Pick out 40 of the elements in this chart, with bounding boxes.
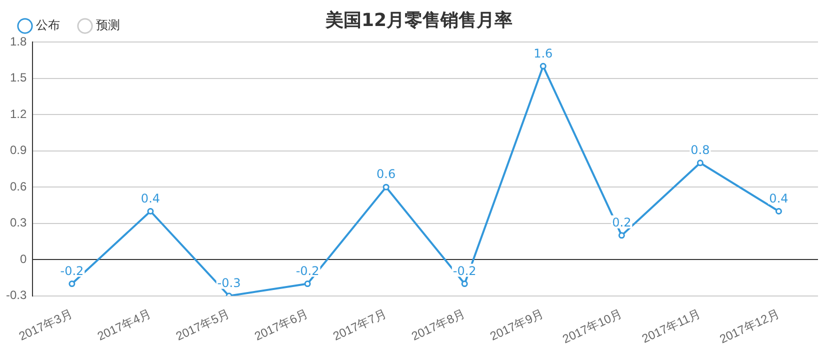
data-label: -0.2 bbox=[60, 264, 84, 278]
x-tick-label: 2017年3月 bbox=[16, 306, 75, 344]
data-label: 0.4 bbox=[140, 191, 160, 206]
point bbox=[540, 62, 546, 70]
point bbox=[618, 232, 625, 239]
x-tick-label: 2017年12月 bbox=[717, 306, 782, 346]
y-tick-label: 1.5 bbox=[10, 70, 27, 85]
data-label: -0.3 bbox=[217, 276, 241, 290]
chart-title: 美国12月零售销售月率 bbox=[325, 10, 513, 31]
x-tick-label: 2017年4月 bbox=[95, 306, 154, 344]
point bbox=[696, 160, 704, 166]
data-label: 0.4 bbox=[769, 191, 788, 206]
x-tick-label: 2017年6月 bbox=[252, 306, 310, 344]
x-tick-label: 2017年10月 bbox=[560, 306, 624, 346]
legend-label: 公布 bbox=[36, 18, 60, 32]
data-label: -0.2 bbox=[452, 264, 476, 278]
x-tick-label: 2017年5月 bbox=[174, 306, 232, 344]
y-tick-label: 1.8 bbox=[10, 34, 27, 48]
y-tick-label: 0.6 bbox=[10, 179, 27, 194]
data-label: 0.6 bbox=[376, 167, 396, 182]
point bbox=[382, 184, 390, 190]
point bbox=[461, 280, 468, 288]
x-tick-label: 2017年9月 bbox=[488, 306, 546, 344]
point bbox=[304, 280, 311, 288]
data-label: 1.6 bbox=[534, 46, 553, 60]
point bbox=[68, 280, 76, 288]
legend-label: 预测 bbox=[96, 18, 120, 32]
x-tick-label: 2017年11月 bbox=[640, 306, 703, 346]
x-tick-label: 2017年7月 bbox=[330, 306, 389, 344]
point bbox=[775, 208, 782, 215]
y-tick-label: -0.3 bbox=[6, 288, 27, 302]
data-label: -0.2 bbox=[296, 264, 320, 278]
point bbox=[147, 208, 154, 215]
x-tick-label: 2017年8月 bbox=[409, 306, 468, 344]
data-label: 0.8 bbox=[690, 143, 710, 158]
y-tick-label: 1.2 bbox=[10, 106, 27, 121]
y-tick-label: 0.3 bbox=[10, 216, 27, 230]
data-label: 0.2 bbox=[612, 216, 632, 230]
y-tick-label: 0.9 bbox=[10, 143, 27, 158]
y-tick-label: 0 bbox=[20, 252, 27, 266]
